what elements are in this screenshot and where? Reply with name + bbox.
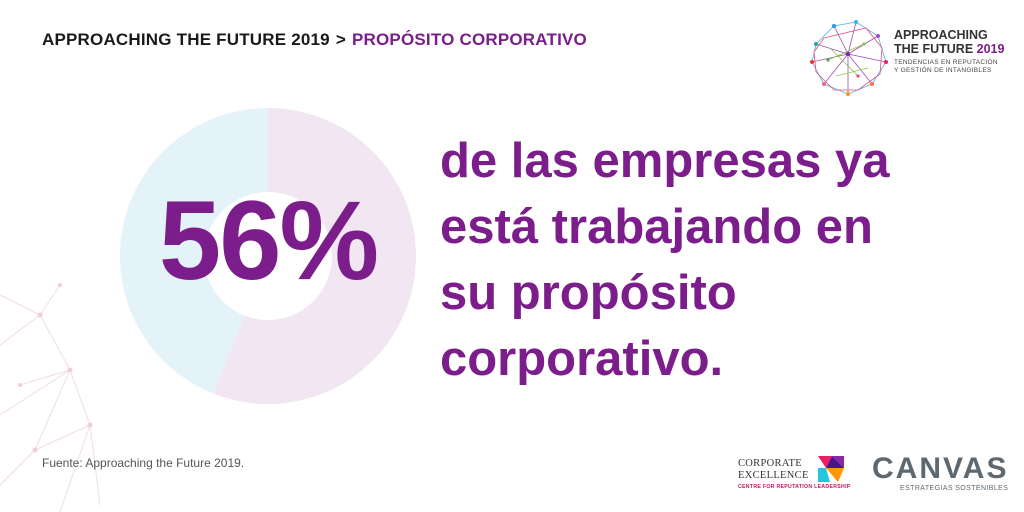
- brand-subtitle-2: Y GESTIÓN DE INTANGIBLES: [894, 67, 992, 74]
- headline-line-1: de las empresas ya: [440, 134, 890, 188]
- ce-line-2: EXCELLENCE: [738, 470, 809, 481]
- ce-line-1: CORPORATE: [738, 458, 802, 469]
- brand-year: 2019: [976, 42, 1005, 56]
- breadcrumb-separator: >: [335, 30, 346, 49]
- breadcrumb-root: APPROACHING THE FUTURE 2019: [42, 30, 330, 49]
- donut-slice-1: [213, 108, 416, 404]
- network-decoration: [0, 283, 101, 512]
- canvas-logo: CANVAS: [872, 452, 1009, 485]
- headline-line-3: su propósito: [440, 266, 737, 320]
- brand-subtitle-1: TENDENCIAS EN REPUTACIÓN: [894, 59, 998, 66]
- brand-line-2: THE FUTURE 2019: [894, 42, 1019, 56]
- approaching-the-future-logo-icon: [810, 20, 888, 96]
- source-note: Fuente: Approaching the Future 2019.: [42, 456, 245, 470]
- approaching-the-future-wordmark: APPROACHING THE FUTURE 2019 TENDENCIAS E…: [894, 28, 1019, 75]
- donut-slice-2: [120, 108, 268, 394]
- corporate-excellence-mark-icon: [818, 456, 844, 482]
- donut-center-label: 56%: [158, 178, 379, 303]
- headline-line-4: corporativo.: [440, 332, 724, 386]
- breadcrumb-current: PROPÓSITO CORPORATIVO: [351, 30, 587, 49]
- ce-subtitle: CENTRE FOR REPUTATION LEADERSHIP: [738, 484, 851, 490]
- brand-line-1: APPROACHING: [894, 28, 988, 42]
- breadcrumb: APPROACHING THE FUTURE 2019 > PROPÓSITO CO…: [42, 30, 587, 50]
- donut-chart: [120, 108, 416, 404]
- headline: de las empresas ya está trabajando en su…: [440, 128, 1000, 392]
- corporate-excellence-logo: CORPORATE EXCELLENCE: [738, 458, 809, 482]
- headline-line-2: está trabajando en: [440, 200, 873, 254]
- canvas-subtitle: ESTRATEGIAS SOSTENIBLES: [900, 485, 1009, 492]
- brand-line-2a: THE FUTURE: [894, 42, 974, 56]
